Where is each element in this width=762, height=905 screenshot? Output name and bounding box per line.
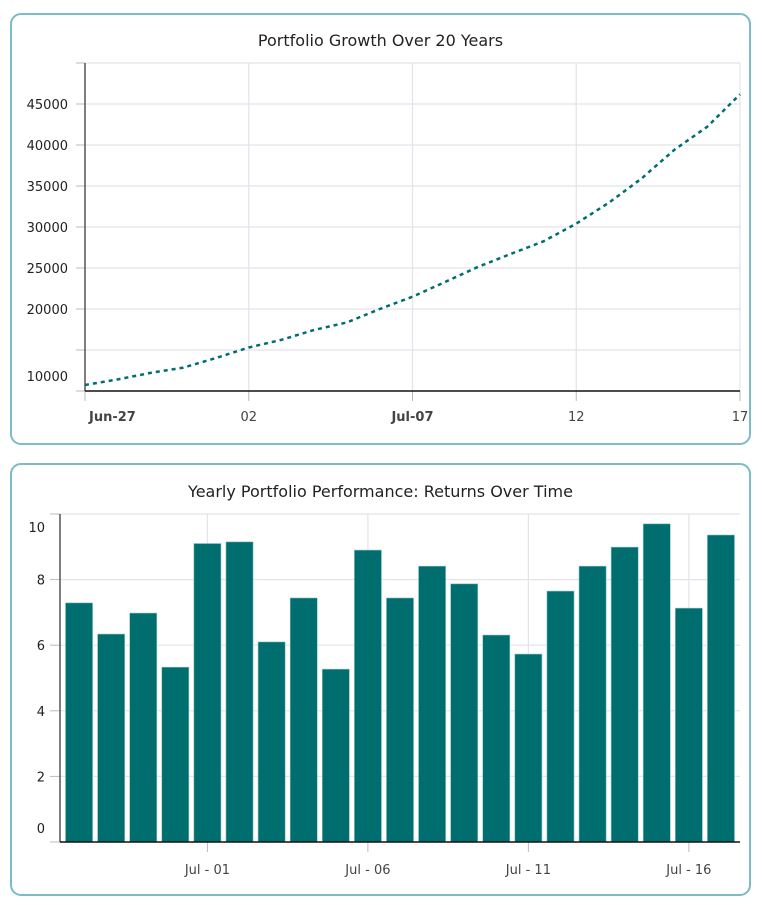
x-tick-label: Jun-27 [88,410,136,425]
y-tick-label: 0 [37,822,45,837]
y-tick-label: 6 [37,639,45,654]
return-bar [257,641,286,843]
y-tick-label: 2 [37,770,45,785]
y-tick-label: 35000 [27,180,68,195]
x-tick-label: Jul - 01 [184,863,230,878]
return-bar [418,565,446,843]
return-bar [482,634,511,843]
x-tick-label: Jul - 11 [505,863,551,878]
return-bar [321,668,350,843]
return-bar [450,583,479,843]
y-tick-label: 8 [37,574,45,589]
x-tick-label: Jul - 06 [344,863,390,878]
return-bar [193,543,222,843]
return-bar [514,653,543,843]
x-tick-label: Jul-07 [390,410,433,425]
return-bar [225,541,254,843]
line-chart-panel: Portfolio Growth Over 20 Years [10,13,751,445]
return-bar [354,549,382,843]
y-tick-label: 40000 [27,139,68,154]
y-tick-label: 20000 [27,303,68,318]
x-tick-label: 12 [568,410,585,425]
y-tick-label: 25000 [27,262,68,277]
return-bar [289,597,318,843]
return-bar [610,546,639,843]
return-bar [97,633,125,843]
y-tick-label: 45000 [27,98,68,113]
y-tick-label: 30000 [27,221,68,236]
return-bar [65,602,93,843]
y-tick-label: 10 [28,521,45,536]
x-tick-label: 02 [240,410,257,425]
y-tick-label: 10000 [27,370,68,385]
x-tick-label: 17 [732,410,749,425]
return-bar [578,565,607,843]
return-bar [386,597,414,843]
portfolio-value-line [84,93,741,387]
return-bar [675,607,703,843]
line-chart-title: Portfolio Growth Over 20 Years [257,31,504,50]
return-bar [707,534,735,843]
bar-chart-title: Yearly Portfolio Performance: Returns Ov… [188,482,573,501]
x-tick-label: Jul - 16 [665,863,711,878]
return-bar [129,612,158,843]
return-bar [642,523,671,843]
y-tick-label: 4 [37,705,45,720]
return-bar [546,590,575,843]
return-bar [161,666,190,843]
